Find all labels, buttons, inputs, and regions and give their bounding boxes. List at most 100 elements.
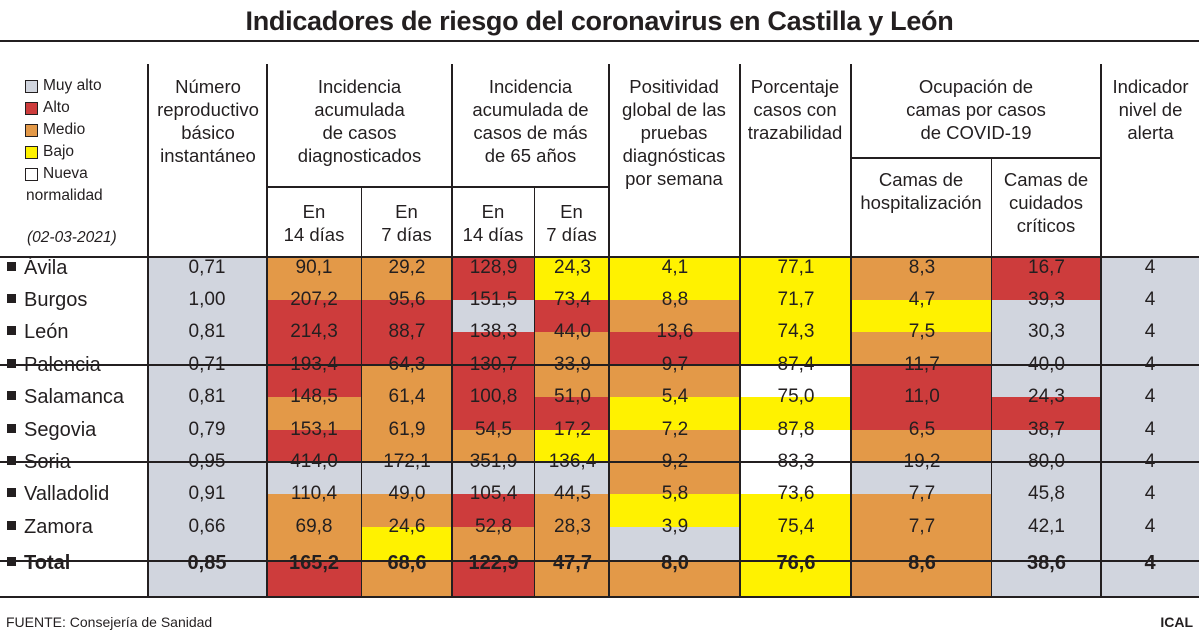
cell-fill	[266, 332, 362, 365]
legend-item-alto: Alto	[25, 97, 103, 119]
grid-line	[534, 186, 535, 597]
header-line: camas por casos	[906, 99, 1046, 120]
cell-fill	[852, 397, 992, 430]
data-cell: 4	[1144, 483, 1156, 504]
data-cell: 17,2	[554, 419, 591, 440]
cell-fill	[740, 462, 852, 494]
header-line: hospitalización	[860, 192, 982, 213]
grid-line	[1100, 64, 1102, 597]
header-trazabilidad: Porcentaje casos con trazabilidad	[740, 75, 850, 144]
data-cell: 45,8	[1028, 483, 1065, 504]
data-cell: 4	[1144, 552, 1156, 574]
data-cell: 54,5	[475, 419, 512, 440]
cell-fill	[740, 332, 852, 365]
row-name: Zamora	[24, 516, 93, 538]
legend-label: Medio	[43, 121, 86, 138]
header-line: En	[395, 201, 418, 222]
data-cell: 5,8	[661, 483, 689, 504]
subheader-inc65-7: En 7 días	[535, 200, 608, 246]
grid-line	[850, 157, 1101, 159]
row-label: Burgos	[7, 284, 87, 316]
data-cell: 95,6	[388, 289, 426, 310]
legend-label: Alto	[43, 99, 70, 116]
header-line: diagnósticas	[622, 145, 726, 166]
header-line: nivel de	[1118, 99, 1183, 120]
row-name: Salamanca	[24, 386, 125, 408]
data-cell: 24,3	[554, 257, 591, 278]
cell-fill	[992, 365, 1101, 397]
data-cell: 51,0	[554, 386, 591, 407]
data-cell: 4	[1144, 516, 1156, 537]
legend-item-nueva-cont: normalidad	[25, 185, 103, 207]
legend-item-nueva: Nueva	[25, 163, 103, 185]
header-line: global de las	[622, 99, 726, 120]
data-cell: 28,3	[554, 516, 591, 537]
header-line: Incidencia	[317, 76, 402, 97]
cell-fill	[852, 561, 992, 596]
data-cell: 4	[1144, 419, 1156, 440]
cell-fill	[992, 561, 1101, 596]
data-cell: 73,6	[777, 483, 815, 504]
cell-fill	[992, 527, 1101, 561]
legend-item-muy-alto: Muy alto	[25, 75, 103, 97]
header-ocupacion: Ocupación de camas por casos de COVID-19	[852, 75, 1100, 144]
data-cell: 4,1	[661, 257, 689, 278]
grid-line	[266, 186, 609, 188]
header-line: En	[302, 201, 326, 222]
cell-fill	[1101, 462, 1199, 494]
data-cell: 0,66	[188, 516, 226, 537]
cell-fill	[992, 300, 1101, 332]
row-label: Segovia	[7, 414, 96, 446]
data-cell: 77,1	[777, 257, 815, 278]
legend-date: (02-03-2021)	[27, 229, 117, 246]
header-line: de casos	[322, 122, 397, 143]
header-reproductivo: Número reproductivo básico instantáneo	[150, 75, 266, 167]
data-cell: 88,7	[388, 321, 426, 342]
data-cell: 24,6	[388, 516, 426, 537]
header-line: pruebas	[640, 122, 708, 143]
row-label: León	[7, 316, 69, 348]
cell-fill	[535, 300, 610, 332]
bullet-square-icon	[7, 521, 16, 531]
cell-fill	[535, 257, 610, 300]
row-name: Segovia	[24, 419, 97, 441]
cell-fill	[535, 430, 610, 462]
data-cell: 38,6	[1027, 552, 1066, 574]
row-label: Valladolid	[7, 478, 109, 510]
legend-item-bajo: Bajo	[25, 141, 103, 163]
data-cell: 4	[1144, 321, 1156, 342]
grid-line	[0, 596, 1199, 598]
header-line: reproductivo	[157, 99, 259, 120]
cell-fill	[266, 561, 362, 596]
data-cell: 44,5	[554, 483, 591, 504]
row-name: Ávila	[24, 257, 68, 279]
data-cell: 68,6	[387, 552, 427, 574]
cell-fill	[740, 397, 852, 430]
data-cell: 6,5	[908, 419, 936, 440]
cell-fill	[266, 430, 362, 462]
data-cell: 100,8	[469, 386, 518, 407]
cell-fill	[535, 462, 610, 494]
cell-fill	[610, 462, 740, 494]
data-cell: 87,8	[777, 419, 815, 440]
cell-fill	[266, 462, 362, 494]
data-cell: 7,5	[908, 321, 936, 342]
cell-fill	[852, 462, 992, 494]
cell-fill	[452, 365, 535, 397]
cell-fill	[535, 397, 610, 430]
cell-fill	[148, 332, 266, 365]
cell-fill	[1101, 257, 1199, 300]
cell-fill	[266, 397, 362, 430]
cell-fill	[535, 527, 610, 561]
bullet-square-icon	[7, 391, 16, 401]
data-cell: 4	[1144, 386, 1156, 407]
grid-line	[0, 364, 1199, 366]
legend-label: Bajo	[43, 143, 75, 160]
cell-fill	[266, 257, 362, 300]
cell-fill	[740, 365, 852, 397]
grid-line	[0, 461, 1199, 463]
cell-fill	[610, 527, 740, 561]
cell-fill	[362, 365, 452, 397]
header-line: básico	[181, 122, 235, 143]
data-cell: 0,79	[188, 419, 226, 440]
